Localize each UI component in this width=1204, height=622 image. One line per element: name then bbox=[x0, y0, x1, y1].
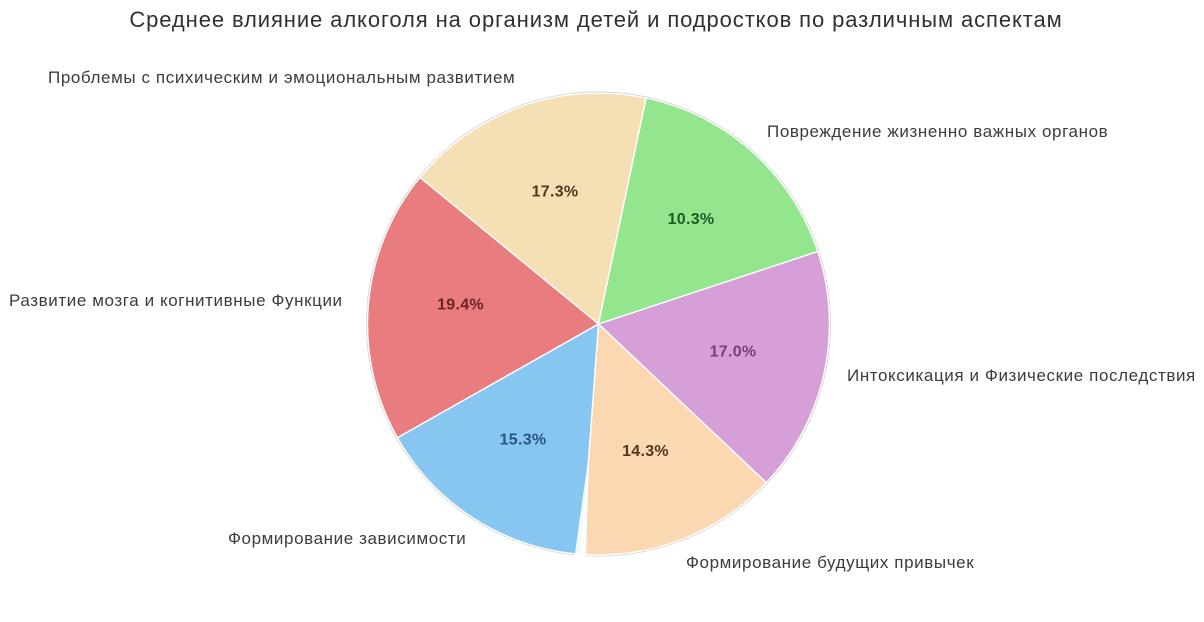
svg-text:19.4%: 19.4% bbox=[437, 297, 484, 314]
svg-text:14.3%: 14.3% bbox=[622, 443, 669, 460]
svg-text:17.0%: 17.0% bbox=[710, 344, 757, 361]
svg-text:Формирование будущих привычек: Формирование будущих привычек bbox=[686, 553, 974, 572]
svg-text:Проблемы с психическим и эмоци: Проблемы с психическим и эмоциональным р… bbox=[48, 68, 515, 87]
svg-text:Формирование зависимости: Формирование зависимости bbox=[228, 529, 466, 548]
svg-text:Среднее влияние алкоголя на ор: Среднее влияние алкоголя на организм дет… bbox=[129, 7, 1062, 32]
svg-text:15.3%: 15.3% bbox=[500, 432, 547, 449]
svg-text:Развитие мозга и когнитивные Ф: Развитие мозга и когнитивные Функции bbox=[9, 291, 343, 310]
svg-text:Повреждение жизненно важных ор: Повреждение жизненно важных органов bbox=[767, 122, 1108, 141]
svg-text:Интоксикация и Физические посл: Интоксикация и Физические последствия bbox=[847, 366, 1196, 385]
svg-text:17.3%: 17.3% bbox=[532, 184, 579, 201]
svg-text:10.3%: 10.3% bbox=[668, 211, 715, 228]
